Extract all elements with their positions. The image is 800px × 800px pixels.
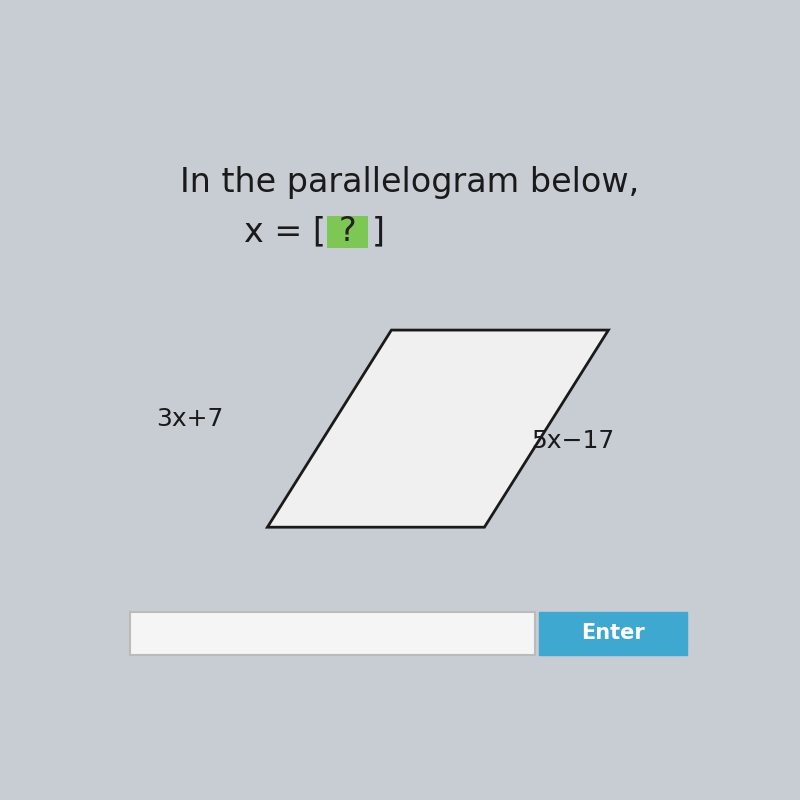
Text: Enter: Enter [581,623,645,643]
Text: In the parallelogram below,: In the parallelogram below, [180,166,640,198]
Text: 5x−17: 5x−17 [531,429,614,453]
FancyBboxPatch shape [327,215,368,247]
Polygon shape [267,330,608,527]
FancyBboxPatch shape [130,612,535,654]
FancyBboxPatch shape [539,612,687,654]
Text: ?: ? [338,215,356,248]
Text: ]: ] [371,215,385,248]
Text: x = [: x = [ [245,215,326,248]
Text: 3x+7: 3x+7 [157,407,224,431]
